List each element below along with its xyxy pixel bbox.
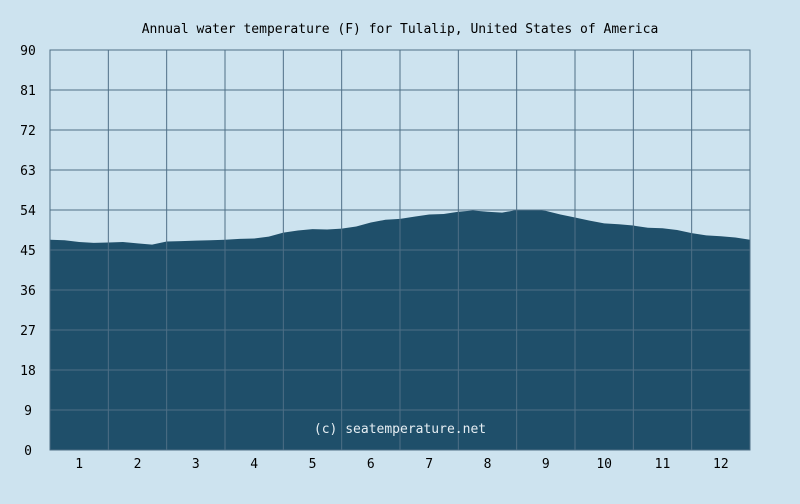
y-tick-label: 9: [24, 404, 32, 419]
x-tick-label: 3: [192, 457, 200, 472]
y-tick-label: 36: [20, 284, 36, 299]
x-tick-label: 2: [134, 457, 142, 472]
x-tick-label: 9: [542, 457, 550, 472]
y-tick-label: 81: [20, 84, 36, 99]
y-tick-label: 63: [20, 164, 36, 179]
x-tick-label: 10: [596, 457, 612, 472]
x-tick-label: 8: [484, 457, 492, 472]
x-tick-label: 1: [75, 457, 83, 472]
x-tick-label: 11: [655, 457, 671, 472]
x-tick-label: 12: [713, 457, 729, 472]
y-tick-label: 54: [20, 204, 36, 219]
x-tick-label: 7: [425, 457, 433, 472]
y-tick-label: 18: [20, 364, 36, 379]
x-axis-ticks: 1 2 3 4 5 6 7 8 9 10 11 12: [75, 457, 728, 472]
plot-area-border: [49, 49, 751, 451]
grid-layer: [50, 50, 750, 450]
x-tick-label: 5: [309, 457, 317, 472]
y-tick-label: 27: [20, 324, 36, 339]
chart-title: Annual water temperature (F) for Tulalip…: [142, 22, 659, 37]
y-tick-label: 45: [20, 244, 36, 259]
x-tick-label: 6: [367, 457, 375, 472]
y-tick-label: 0: [24, 444, 32, 459]
x-tick-label: 4: [250, 457, 258, 472]
y-tick-label: 90: [20, 44, 36, 59]
y-tick-label: 72: [20, 124, 36, 139]
watermark: (c) seatemperature.net: [314, 422, 486, 437]
y-axis-ticks: 0 9 18 27 36 45 54 63 72 81 90: [20, 44, 36, 459]
